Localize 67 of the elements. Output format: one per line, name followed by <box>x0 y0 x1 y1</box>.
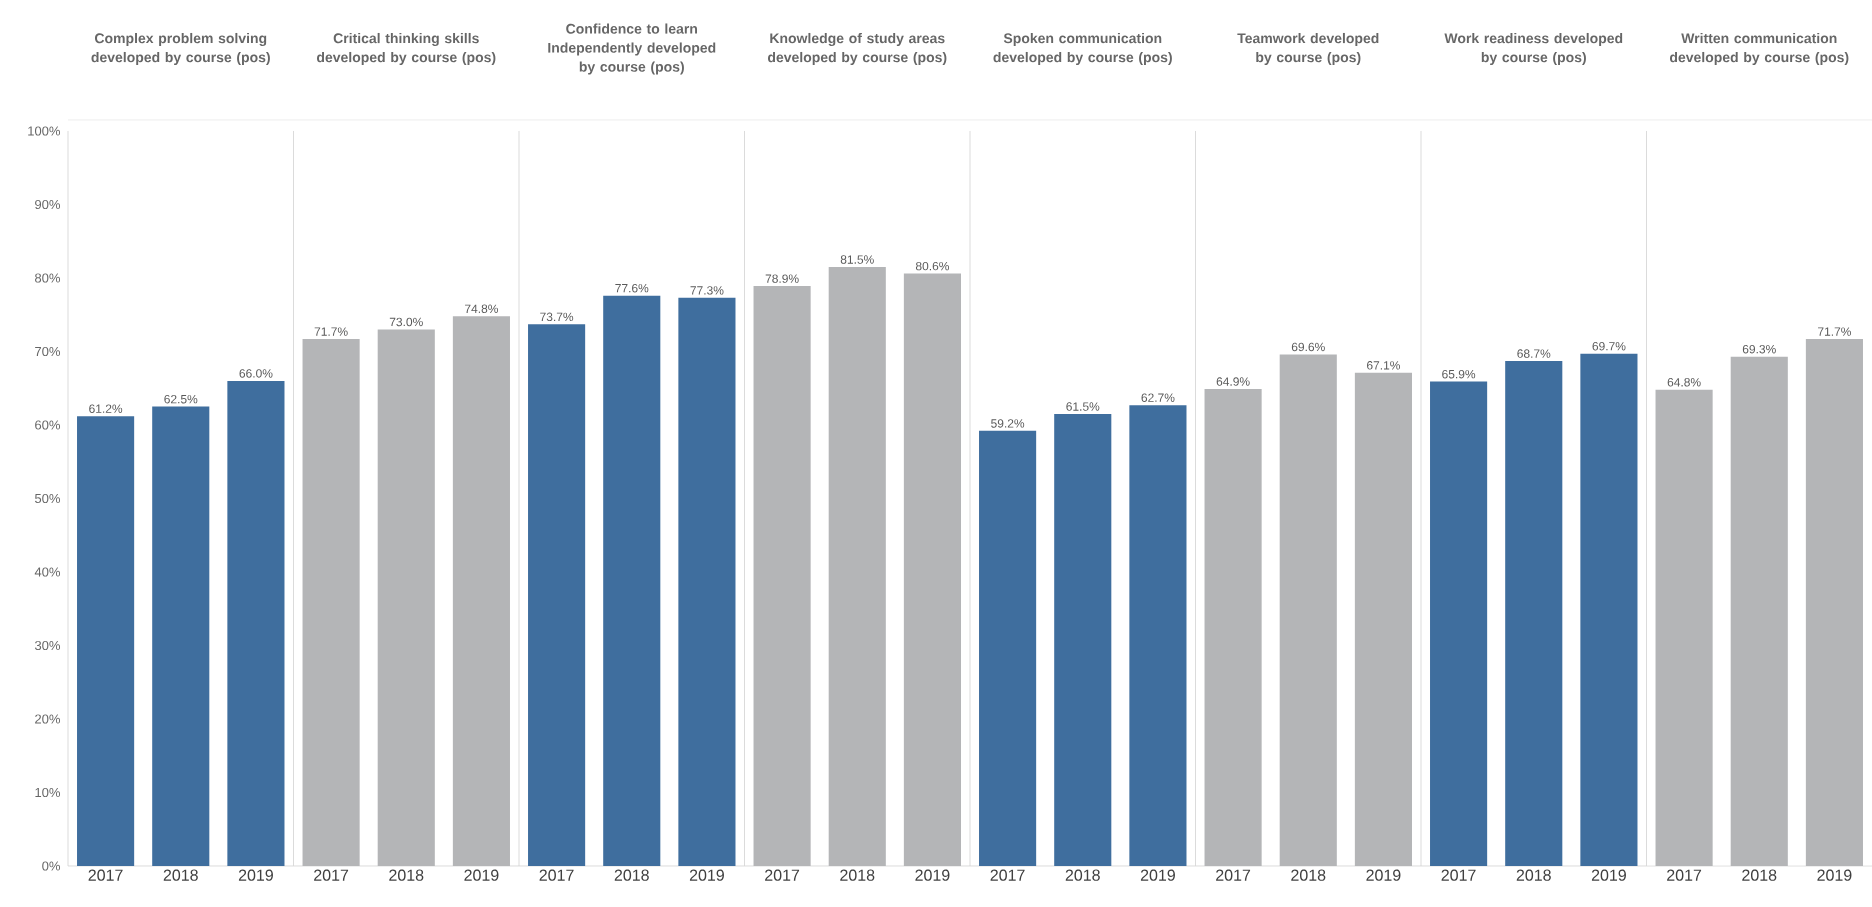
x-tick-label: 2017 <box>314 869 349 881</box>
x-tick-label: 2017 <box>990 869 1025 881</box>
x-tick-label: 2019 <box>1591 869 1626 881</box>
x-tick-label: 2017 <box>1667 869 1702 881</box>
x-tick-label: 2017 <box>539 869 574 881</box>
chart-title: Complex problem solving developed by course (pos) <box>91 32 270 66</box>
data-label: 68.7% <box>1517 349 1551 358</box>
data-label: 78.9% <box>765 274 799 283</box>
data-label: 77.6% <box>615 283 649 293</box>
data-label: 80.6% <box>915 261 950 271</box>
data-label: 73.7% <box>540 312 574 322</box>
y-tick-label: 10% <box>35 787 61 798</box>
y-tick-label: 20% <box>35 714 61 724</box>
x-tick-label: 2018 <box>1516 869 1551 881</box>
chart-title: Written communication developed by course (pos) <box>1669 32 1849 66</box>
chart-title: Knowledge of study areas developed by course (pos) <box>767 32 947 66</box>
chart-title: Spoken communication developed by course (pos) <box>993 32 1172 66</box>
data-label: 77.3% <box>690 286 724 295</box>
x-tick-label: 2019 <box>1817 869 1852 881</box>
y-tick-label: 0% <box>42 861 61 871</box>
y-tick-label: 70% <box>35 346 61 357</box>
y-tick-label: 50% <box>34 493 61 504</box>
x-tick-label: 2018 <box>840 869 875 881</box>
data-label: 71.7% <box>1818 327 1851 336</box>
data-label: 62.7% <box>1141 393 1175 402</box>
chart-title: Confidence to learn Independently developed by course (pos) <box>548 23 716 75</box>
data-label: 67.1% <box>1367 361 1400 370</box>
x-tick-label: 2019 <box>1140 869 1175 881</box>
data-label: 62.5% <box>164 394 198 404</box>
x-tick-label: 2018 <box>1742 869 1777 881</box>
data-label: 73.0% <box>389 317 423 327</box>
data-label: 69.7% <box>1592 342 1626 351</box>
data-label: 65.9% <box>1442 369 1476 379</box>
x-tick-label: 2019 <box>689 869 724 881</box>
data-label: 64.9% <box>1216 377 1250 386</box>
y-tick-label: 30% <box>34 640 61 651</box>
data-label: 61.2% <box>89 404 123 413</box>
x-tick-label: 2019 <box>915 869 950 881</box>
data-label: 69.3% <box>1742 344 1776 354</box>
x-tick-label: 2019 <box>238 869 273 881</box>
chart-title: Critical thinking skills developed by course (pos) <box>316 32 496 66</box>
x-tick-label: 2018 <box>1065 869 1100 881</box>
x-tick-label: 2018 <box>1291 869 1326 881</box>
chart-title: Teamwork developed by course (pos) <box>1237 32 1379 66</box>
data-label: 71.7% <box>314 327 348 336</box>
y-tick-label: 90% <box>35 199 61 210</box>
data-label: 69.6% <box>1291 342 1325 352</box>
x-tick-label: 2019 <box>1366 869 1401 881</box>
x-tick-label: 2017 <box>88 869 123 881</box>
chart-title: Work readiness developed by course (pos) <box>1444 32 1623 66</box>
y-tick-label: 100% <box>28 126 61 136</box>
data-label: 61.5% <box>1066 402 1100 411</box>
x-tick-label: 2018 <box>163 869 198 881</box>
data-label: 59.2% <box>991 419 1025 428</box>
y-tick-label: 60% <box>35 420 61 430</box>
data-label: 66.0% <box>239 369 273 378</box>
y-tick-label: 80% <box>35 273 61 283</box>
x-tick-label: 2017 <box>1441 869 1476 881</box>
x-tick-label: 2017 <box>765 869 800 881</box>
x-tick-label: 2018 <box>614 869 649 881</box>
data-label: 74.8% <box>465 304 499 313</box>
data-label: 64.8% <box>1667 378 1701 387</box>
x-tick-label: 2018 <box>389 869 424 881</box>
x-tick-label: 2017 <box>1216 869 1251 881</box>
y-tick-label: 40% <box>34 567 61 577</box>
x-tick-label: 2019 <box>464 869 499 881</box>
data-label: 81.5% <box>840 255 874 264</box>
